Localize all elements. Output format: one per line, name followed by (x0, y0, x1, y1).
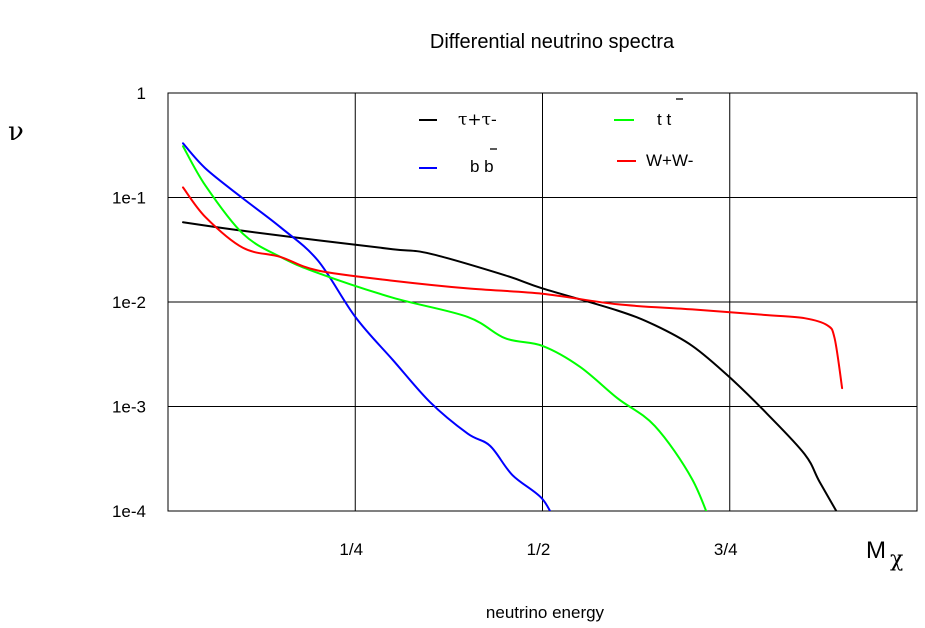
y-tick-labels: 1 1e-1 1e-2 1e-3 1e-4 (112, 84, 146, 521)
series-layer (182, 142, 844, 511)
legend-entry-ww: W+W- (617, 151, 693, 170)
legend-entry-bb: b b (419, 148, 497, 176)
x-tick-label-0: 1/4 (339, 540, 363, 559)
legend-label-bb: b b (470, 157, 494, 176)
y-tick-label-0: 1 (137, 84, 146, 103)
plot-frame (167, 92, 918, 512)
legend-label-ww: W+W- (646, 151, 693, 170)
x-unit-subscript: χ (890, 547, 903, 572)
x-axis-label: neutrino energy (486, 603, 605, 622)
series-line-1 (182, 142, 552, 511)
legend-label-tt: t t (657, 110, 671, 129)
y-tick-label-3: 1e-3 (112, 398, 146, 417)
legend-label-tau: τ+τ- (458, 110, 497, 130)
x-tick-label-2: 3/4 (714, 540, 738, 559)
series-line-3 (182, 186, 844, 390)
x-tick-label-1: 1/2 (527, 540, 551, 559)
grid-lines (168, 93, 917, 511)
chart-title: Differential neutrino spectra (430, 31, 675, 53)
y-tick-label-1: 1e-1 (112, 189, 146, 208)
series-line-0 (182, 221, 838, 511)
legend-entry-tau: τ+τ- (419, 110, 497, 130)
x-unit-main: M (866, 537, 886, 564)
y-axis-label: ν (8, 117, 24, 147)
legend: τ+τ- b b t t W+W- (419, 98, 693, 176)
legend-entry-tt: t t (614, 98, 683, 129)
y-tick-label-2: 1e-2 (112, 293, 146, 312)
y-tick-label-4: 1e-4 (112, 502, 146, 521)
x-tick-labels: 1/4 1/2 3/4 (339, 540, 737, 559)
series-line-2 (182, 145, 708, 511)
